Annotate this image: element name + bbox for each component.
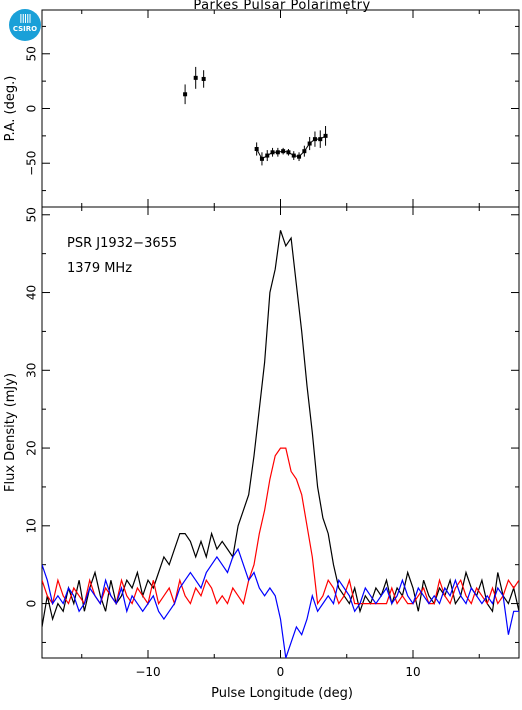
pa-ytick-label: −50 bbox=[25, 151, 39, 176]
pa-ytick-label: 0 bbox=[25, 105, 39, 113]
linear-polarization-line bbox=[42, 447, 519, 606]
pa-point bbox=[254, 146, 259, 151]
flux-ytick-label: 50 bbox=[25, 207, 39, 222]
flux-ytick-label: 10 bbox=[25, 518, 39, 533]
flux-ylabel: Flux Density (mJy) bbox=[3, 373, 18, 492]
total-intensity-line bbox=[42, 230, 519, 628]
pa-point bbox=[270, 150, 275, 155]
flux-panel: −10 0 10 0 10 20 30 40 50 Flux Density (mJy) Pulse… bbox=[3, 206, 520, 701]
pa-point bbox=[291, 153, 296, 158]
pa-ylabel: P.A. (deg.) bbox=[3, 76, 18, 142]
pa-point bbox=[297, 154, 302, 159]
flux-ytick-label: 20 bbox=[25, 440, 39, 455]
pa-point bbox=[307, 141, 312, 146]
pa-point bbox=[265, 153, 270, 158]
pa-point bbox=[281, 149, 286, 154]
logo-text: CSIRO bbox=[12, 25, 38, 33]
flux-xtick-label: 10 bbox=[405, 665, 420, 679]
pa-point bbox=[193, 75, 198, 80]
pa-point bbox=[323, 133, 328, 138]
pa-point bbox=[318, 137, 323, 142]
pa-point bbox=[201, 76, 206, 81]
flux-xlabel: Pulse Longitude (deg) bbox=[211, 686, 353, 701]
pa-title: Parkes Pulsar Polarimetry bbox=[193, 0, 370, 13]
pa-point bbox=[286, 150, 291, 155]
pa-point bbox=[183, 92, 188, 97]
pa-point bbox=[312, 137, 317, 142]
pa-frame bbox=[41, 9, 520, 208]
flux-xtick-label: −10 bbox=[135, 665, 160, 679]
pa-panel: Parkes Pulsar Polarimetry −50 0 50 P.A. (deg… bbox=[3, 0, 520, 208]
flux-xtick-label: 0 bbox=[277, 665, 285, 679]
frequency-annotation: 1379 MHz bbox=[67, 261, 132, 276]
flux-ytick-label: 40 bbox=[25, 285, 39, 300]
pa-point bbox=[259, 156, 264, 161]
logo-bars-icon: ||||| bbox=[19, 14, 31, 24]
flux-ytick-label: 30 bbox=[25, 363, 39, 378]
flux-ytick-label: 0 bbox=[25, 600, 39, 608]
csiro-logo: ||||| CSIRO bbox=[9, 9, 41, 41]
pa-point bbox=[302, 149, 307, 154]
pa-point bbox=[275, 150, 280, 155]
pa-ytick-label: 50 bbox=[25, 46, 39, 61]
pulsar-name-annotation: PSR J1932−3655 bbox=[67, 236, 177, 251]
circular-polarization-line bbox=[42, 547, 519, 658]
